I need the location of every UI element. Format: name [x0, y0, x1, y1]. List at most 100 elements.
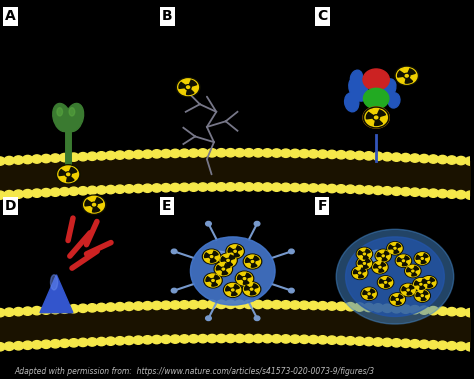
Circle shape [281, 183, 291, 191]
Circle shape [388, 243, 402, 254]
Ellipse shape [367, 250, 390, 262]
Circle shape [410, 340, 420, 348]
Wedge shape [404, 256, 409, 260]
Circle shape [428, 282, 430, 283]
Circle shape [401, 305, 411, 313]
Circle shape [189, 301, 199, 309]
Circle shape [357, 271, 362, 274]
Wedge shape [67, 176, 74, 182]
Circle shape [32, 341, 42, 349]
Wedge shape [222, 271, 228, 275]
Wedge shape [231, 291, 237, 296]
Wedge shape [423, 254, 428, 258]
Circle shape [290, 335, 300, 343]
Circle shape [395, 254, 411, 267]
Circle shape [438, 190, 448, 198]
Circle shape [124, 150, 134, 159]
Circle shape [244, 300, 254, 309]
Circle shape [235, 300, 245, 309]
Circle shape [4, 342, 14, 351]
Circle shape [413, 278, 429, 291]
Circle shape [69, 339, 79, 347]
Circle shape [363, 69, 389, 90]
Circle shape [290, 301, 300, 309]
Circle shape [357, 258, 372, 269]
Circle shape [289, 249, 294, 254]
Circle shape [456, 342, 466, 351]
Circle shape [410, 188, 420, 196]
Wedge shape [210, 258, 216, 262]
Circle shape [421, 295, 423, 296]
Circle shape [355, 151, 365, 160]
Circle shape [383, 280, 388, 284]
Circle shape [179, 301, 190, 309]
Circle shape [308, 335, 319, 344]
Wedge shape [243, 280, 249, 284]
Ellipse shape [57, 108, 63, 116]
Circle shape [243, 277, 246, 280]
Circle shape [179, 183, 190, 191]
Circle shape [395, 298, 400, 301]
Circle shape [0, 157, 5, 165]
Wedge shape [374, 264, 378, 268]
Wedge shape [212, 251, 218, 256]
Circle shape [13, 307, 24, 316]
Circle shape [243, 254, 262, 269]
Wedge shape [365, 249, 370, 253]
Wedge shape [186, 89, 194, 94]
Circle shape [422, 277, 436, 288]
Circle shape [235, 149, 245, 157]
Circle shape [225, 183, 236, 191]
Circle shape [115, 337, 125, 345]
Circle shape [456, 157, 466, 165]
Wedge shape [405, 78, 412, 83]
Wedge shape [423, 291, 428, 295]
Circle shape [152, 150, 162, 158]
Circle shape [78, 304, 88, 312]
Circle shape [253, 300, 264, 309]
Wedge shape [359, 274, 364, 278]
Circle shape [253, 149, 264, 157]
Circle shape [428, 341, 438, 349]
Circle shape [352, 266, 368, 279]
Circle shape [216, 300, 227, 309]
Circle shape [50, 340, 61, 348]
Circle shape [233, 249, 237, 253]
Circle shape [225, 283, 241, 296]
Ellipse shape [209, 251, 228, 261]
Circle shape [427, 280, 431, 284]
Circle shape [281, 149, 291, 157]
Circle shape [389, 293, 405, 306]
Circle shape [414, 252, 430, 265]
Circle shape [221, 267, 226, 271]
Ellipse shape [51, 275, 58, 290]
Circle shape [419, 188, 429, 197]
Wedge shape [421, 260, 426, 263]
Wedge shape [229, 255, 235, 260]
Wedge shape [358, 260, 363, 264]
Circle shape [407, 289, 409, 291]
Circle shape [22, 190, 33, 198]
Wedge shape [234, 285, 239, 289]
Circle shape [272, 183, 282, 191]
Wedge shape [423, 279, 427, 283]
Circle shape [465, 309, 474, 317]
Wedge shape [179, 83, 186, 88]
Circle shape [96, 303, 107, 312]
Circle shape [50, 154, 61, 162]
Circle shape [419, 306, 429, 314]
Circle shape [393, 246, 397, 250]
Circle shape [299, 335, 310, 343]
Circle shape [336, 302, 346, 310]
Circle shape [124, 336, 134, 345]
Wedge shape [413, 266, 419, 270]
Circle shape [373, 186, 383, 194]
Circle shape [216, 183, 227, 191]
Circle shape [387, 242, 403, 255]
Circle shape [69, 153, 79, 161]
Circle shape [115, 185, 125, 193]
Circle shape [382, 255, 384, 257]
Text: D: D [5, 199, 16, 213]
Circle shape [249, 287, 254, 291]
Circle shape [428, 307, 438, 315]
